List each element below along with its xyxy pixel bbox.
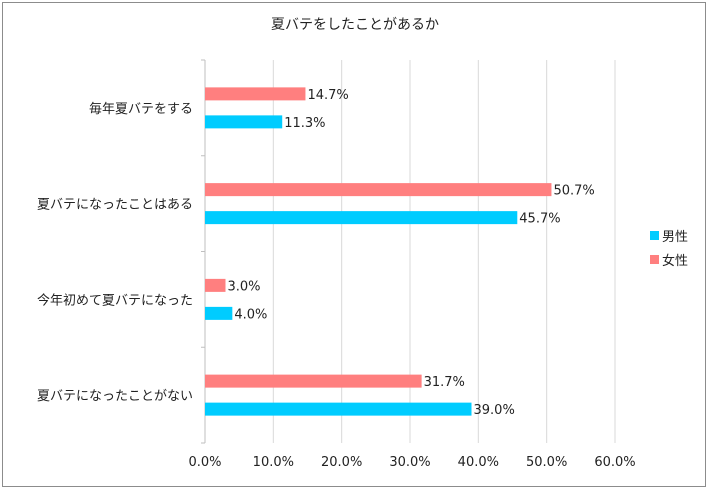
legend-swatch — [650, 231, 659, 240]
category-label: 毎年夏バテをする — [89, 101, 193, 117]
data-label: 11.3% — [284, 116, 325, 131]
x-tick-label: 50.0% — [526, 455, 567, 470]
chart-title: 夏バテをしたことがあるか — [271, 17, 439, 33]
data-label: 50.7% — [553, 184, 594, 199]
x-tick-label: 0.0% — [188, 455, 221, 470]
data-label: 14.7% — [307, 88, 348, 103]
data-label: 45.7% — [519, 212, 560, 227]
category-label: 夏バテになったことはある — [37, 198, 193, 213]
legend-swatch — [650, 255, 659, 264]
bar — [205, 278, 226, 292]
x-tick-label: 60.0% — [594, 455, 635, 470]
bar — [205, 183, 552, 197]
x-tick-label: 30.0% — [389, 455, 430, 470]
data-label: 4.0% — [234, 307, 267, 322]
x-tick-label: 40.0% — [458, 455, 499, 470]
bar — [205, 115, 283, 129]
data-label: 39.0% — [474, 403, 515, 418]
x-tick-label: 20.0% — [321, 455, 362, 470]
legend-label: 女性 — [662, 253, 688, 269]
bar — [205, 211, 518, 225]
data-label: 3.0% — [228, 279, 261, 294]
bar — [205, 374, 422, 388]
legend-label: 男性 — [662, 230, 688, 245]
bar — [205, 306, 233, 320]
category-label: 今年初めて夏バテになった — [37, 292, 193, 308]
bar — [205, 402, 472, 416]
category-label: 夏バテになったことがない — [37, 389, 193, 404]
data-label: 31.7% — [424, 375, 465, 390]
bar — [205, 87, 306, 101]
x-tick-label: 10.0% — [253, 455, 294, 470]
